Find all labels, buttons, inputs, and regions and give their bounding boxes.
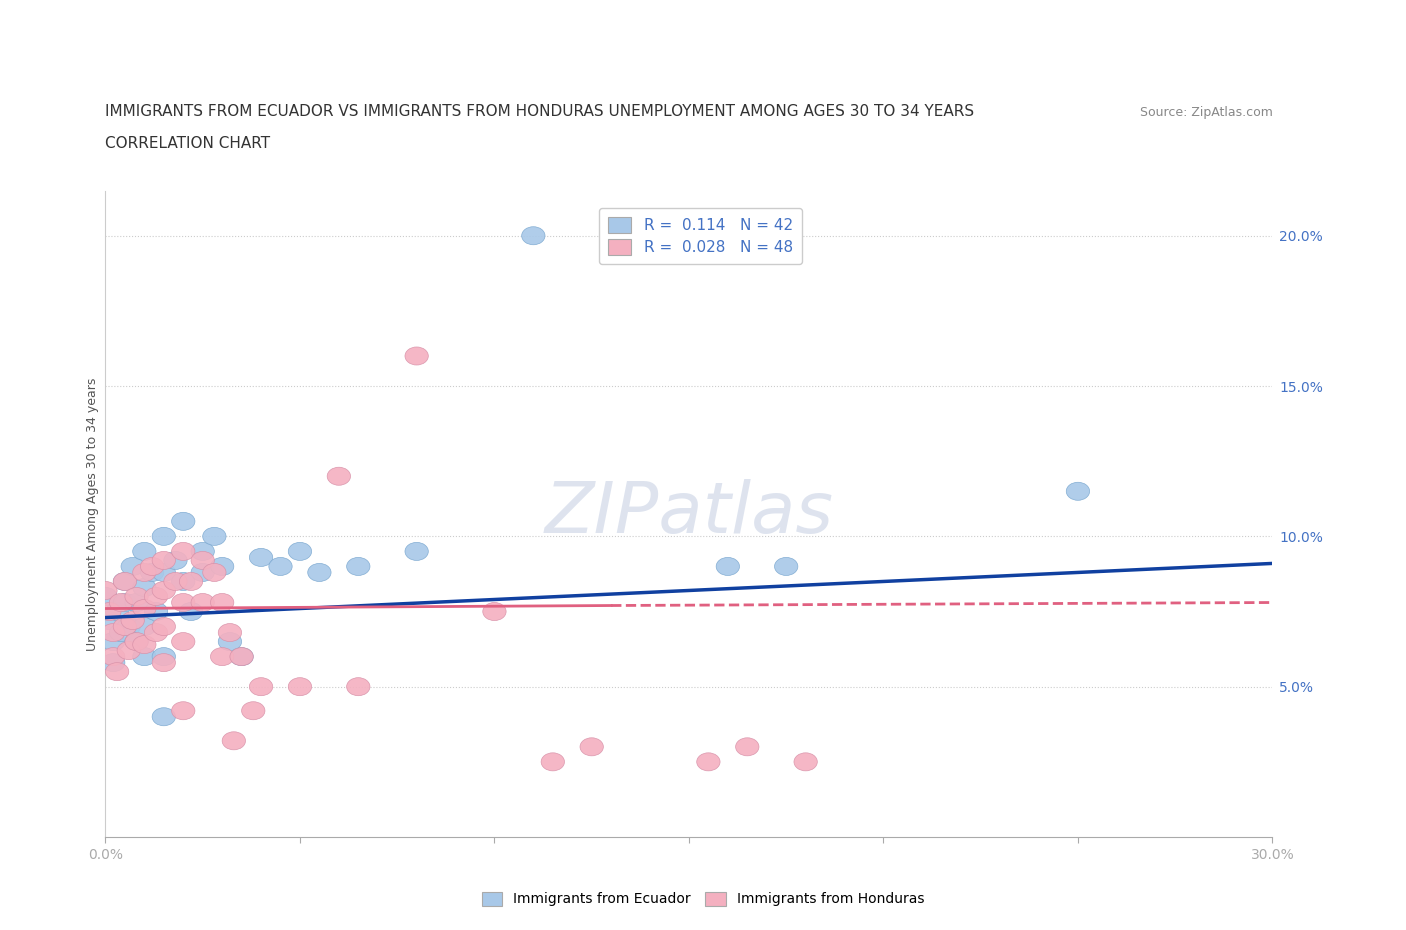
Ellipse shape [269,557,292,576]
Ellipse shape [152,618,176,635]
Ellipse shape [94,581,117,600]
Ellipse shape [172,702,195,720]
Ellipse shape [121,612,145,630]
Ellipse shape [101,647,125,666]
Text: IMMIGRANTS FROM ECUADOR VS IMMIGRANTS FROM HONDURAS UNEMPLOYMENT AMONG AGES 30 T: IMMIGRANTS FROM ECUADOR VS IMMIGRANTS FR… [105,104,974,119]
Ellipse shape [172,512,195,530]
Ellipse shape [145,588,167,605]
Ellipse shape [125,588,148,605]
Ellipse shape [125,632,148,651]
Ellipse shape [152,708,176,725]
Ellipse shape [97,603,121,620]
Ellipse shape [110,623,132,642]
Ellipse shape [114,573,136,591]
Ellipse shape [163,551,187,569]
Ellipse shape [211,647,233,666]
Text: ZIPatlas: ZIPatlas [544,479,834,549]
Legend: Immigrants from Ecuador, Immigrants from Honduras: Immigrants from Ecuador, Immigrants from… [477,886,929,912]
Ellipse shape [152,551,176,569]
Ellipse shape [97,612,121,630]
Ellipse shape [110,593,132,612]
Ellipse shape [716,557,740,576]
Ellipse shape [145,623,167,642]
Ellipse shape [347,557,370,576]
Ellipse shape [121,557,145,576]
Ellipse shape [211,593,233,612]
Ellipse shape [132,635,156,654]
Ellipse shape [249,678,273,696]
Ellipse shape [101,654,125,671]
Ellipse shape [152,654,176,671]
Ellipse shape [132,578,156,596]
Ellipse shape [172,632,195,651]
Ellipse shape [231,647,253,666]
Ellipse shape [152,564,176,581]
Ellipse shape [117,618,141,635]
Y-axis label: Unemployment Among Ages 30 to 34 years: Unemployment Among Ages 30 to 34 years [86,378,98,650]
Ellipse shape [308,564,330,581]
Ellipse shape [141,564,165,581]
Ellipse shape [191,542,214,561]
Ellipse shape [222,732,246,750]
Ellipse shape [132,647,156,666]
Ellipse shape [125,632,148,651]
Ellipse shape [172,593,195,612]
Ellipse shape [191,593,214,612]
Ellipse shape [152,527,176,545]
Ellipse shape [94,588,117,605]
Ellipse shape [114,573,136,591]
Ellipse shape [105,663,129,681]
Text: CORRELATION CHART: CORRELATION CHART [105,136,270,151]
Ellipse shape [117,642,141,659]
Ellipse shape [105,603,129,620]
Ellipse shape [242,702,264,720]
Ellipse shape [347,678,370,696]
Ellipse shape [101,632,125,651]
Ellipse shape [581,737,603,756]
Ellipse shape [1066,483,1090,500]
Ellipse shape [218,632,242,651]
Ellipse shape [218,623,242,642]
Ellipse shape [775,557,797,576]
Text: Source: ZipAtlas.com: Source: ZipAtlas.com [1139,106,1272,119]
Ellipse shape [163,573,187,591]
Ellipse shape [152,581,176,600]
Ellipse shape [145,603,167,620]
Ellipse shape [288,542,312,561]
Ellipse shape [180,603,202,620]
Ellipse shape [132,600,156,618]
Ellipse shape [132,564,156,581]
Ellipse shape [288,678,312,696]
Ellipse shape [172,542,195,561]
Ellipse shape [541,752,564,771]
Ellipse shape [141,557,165,576]
Ellipse shape [735,737,759,756]
Ellipse shape [405,542,429,561]
Ellipse shape [191,564,214,581]
Ellipse shape [231,647,253,666]
Ellipse shape [114,593,136,612]
Ellipse shape [114,618,136,635]
Ellipse shape [152,647,176,666]
Ellipse shape [125,593,148,612]
Ellipse shape [522,227,546,245]
Ellipse shape [211,557,233,576]
Ellipse shape [794,752,817,771]
Ellipse shape [405,347,429,365]
Ellipse shape [482,603,506,620]
Legend: R =  0.114   N = 42, R =  0.028   N = 48: R = 0.114 N = 42, R = 0.028 N = 48 [599,208,801,264]
Ellipse shape [101,623,125,642]
Ellipse shape [249,549,273,566]
Ellipse shape [328,467,350,485]
Ellipse shape [172,573,195,591]
Ellipse shape [697,752,720,771]
Ellipse shape [202,527,226,545]
Ellipse shape [191,551,214,569]
Ellipse shape [180,573,202,591]
Ellipse shape [132,618,156,635]
Ellipse shape [202,564,226,581]
Ellipse shape [132,542,156,561]
